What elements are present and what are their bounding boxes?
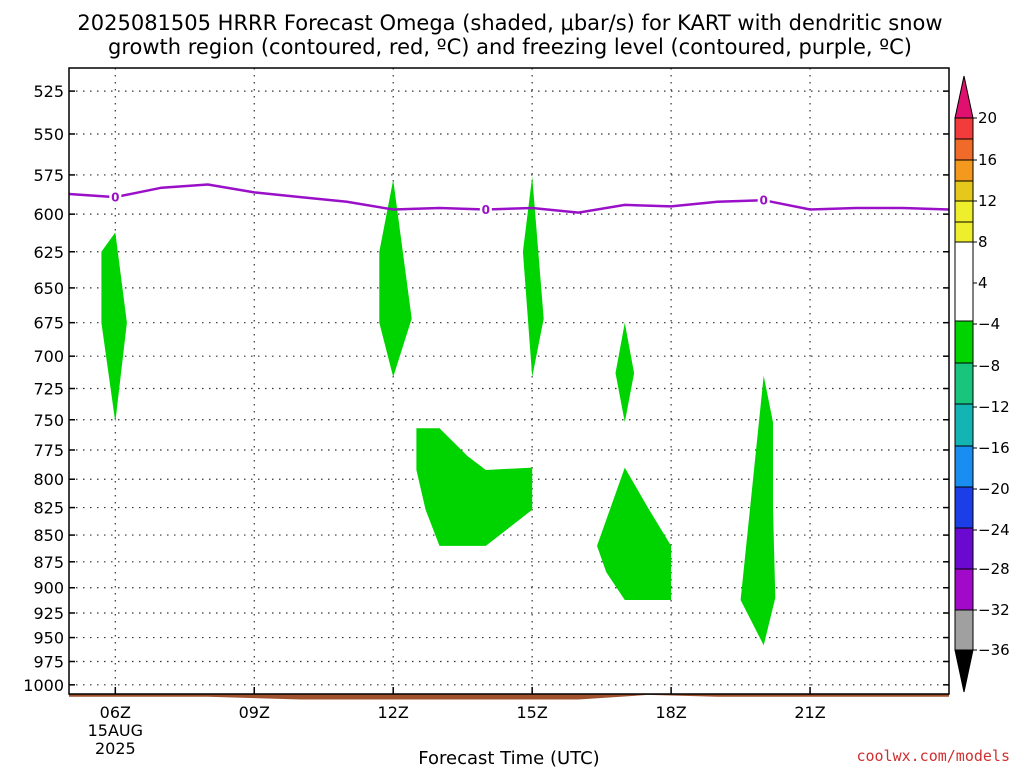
x-tick-label: 09Z	[239, 703, 270, 722]
omega-region	[416, 428, 533, 546]
chart-title-line-2: growth region (contoured, red, ºC) and f…	[108, 35, 912, 59]
colorbar-label: −12	[978, 398, 1010, 416]
colorbar-bin	[954, 403, 974, 447]
colorbar-bin	[954, 159, 974, 182]
colorbar-label: −36	[978, 641, 1010, 659]
colorbar-bin	[954, 568, 974, 611]
omega-region	[379, 179, 412, 377]
colorbar-label: 16	[978, 151, 997, 169]
y-tick-label: 800	[33, 470, 64, 489]
colorbar-bin	[954, 221, 974, 243]
freezing-level-line	[68, 183, 950, 214]
colorbar-bin	[954, 200, 974, 223]
colorbar-arrow-top	[954, 75, 974, 119]
colorbar-label: −8	[978, 357, 1000, 375]
x-tick-label: 21Z	[794, 703, 825, 722]
x-tick-label: 15Z	[516, 703, 547, 722]
x-tick-date-label: 15AUG	[88, 721, 143, 740]
colorbar-label: 12	[978, 192, 997, 210]
y-tick-label: 600	[33, 205, 64, 224]
x-tick-label: 12Z	[378, 703, 409, 722]
freezing-level-label-bg	[479, 201, 492, 218]
plot-frame	[68, 67, 950, 695]
freezing-level-label-bg	[109, 189, 122, 206]
surface-terrain-area	[69, 694, 949, 700]
x-tick-label: 18Z	[655, 703, 686, 722]
colorbar: 20 16 12 8 4 −4 −8 −12 −16 −20 −24 −28 −32 −36	[954, 75, 1010, 693]
chart-title-line-1: 2025081505 HRRR Forecast Omega (shaded, …	[77, 11, 942, 35]
y-tick-label: 775	[33, 441, 64, 460]
colorbar-arrow-bottom	[954, 649, 974, 693]
colorbar-label: 8	[978, 233, 988, 251]
omega-region	[615, 322, 635, 423]
colorbar-label: 4	[978, 274, 988, 292]
y-tick-label: 675	[33, 314, 64, 333]
colorbar-label: −16	[978, 439, 1010, 457]
y-tick-label: 1000	[23, 676, 64, 695]
colorbar-bin	[954, 138, 974, 161]
colorbar-bin	[954, 180, 974, 202]
y-tick-label: 625	[33, 243, 64, 262]
y-tick-label: 975	[33, 653, 64, 672]
omega-region	[740, 375, 776, 646]
x-axis-label: Forecast Time (UTC)	[418, 748, 599, 768]
y-tick-label: 950	[33, 629, 64, 648]
colorbar-label: −4	[978, 315, 1000, 333]
y-tick-label: 750	[33, 411, 64, 430]
freezing-level: 0 0 0	[68, 183, 950, 218]
colorbar-label: −32	[978, 601, 1010, 619]
colorbar-bin	[954, 445, 974, 488]
freezing-level-label: 0	[111, 191, 119, 205]
y-tick-label: 850	[33, 526, 64, 545]
y-tick-label: 925	[33, 604, 64, 623]
colorbar-bin	[954, 609, 974, 651]
omega-region	[101, 232, 127, 423]
omega-region	[597, 467, 672, 600]
colorbar-bin	[954, 117, 974, 140]
colorbar-bin	[954, 241, 974, 322]
grid-lines	[69, 68, 949, 694]
credit-text: coolwx.com/models	[856, 747, 1010, 765]
colorbar-label: 20	[978, 109, 997, 127]
y-tick-label: 525	[33, 82, 64, 101]
omega-region	[522, 176, 544, 377]
y-tick-label: 900	[33, 579, 64, 598]
colorbar-label: −28	[978, 560, 1010, 578]
y-axis: 525 550 575 600 625 650 675 700 725 750 775 800 825 8…	[23, 82, 949, 695]
y-tick-label: 825	[33, 499, 64, 518]
colorbar-bin	[954, 320, 974, 364]
y-tick-label: 575	[33, 166, 64, 185]
x-tick-label: 06Z	[100, 703, 131, 722]
freezing-level-label: 0	[760, 194, 768, 208]
colorbar-bin	[954, 527, 974, 570]
y-tick-label: 550	[33, 125, 64, 144]
surface-terrain	[69, 694, 949, 700]
x-tick-year-label: 2025	[95, 739, 136, 758]
freezing-level-label: 0	[482, 203, 490, 217]
y-tick-label: 875	[33, 553, 64, 572]
y-tick-label: 700	[33, 347, 64, 366]
colorbar-label: −20	[978, 480, 1010, 498]
colorbar-bin	[954, 362, 974, 405]
colorbar-label: −24	[978, 521, 1010, 539]
freezing-level-label-bg	[757, 192, 770, 209]
y-tick-label: 725	[33, 380, 64, 399]
omega-shading	[101, 176, 776, 646]
colorbar-bin	[954, 486, 974, 529]
y-tick-label: 650	[33, 279, 64, 298]
